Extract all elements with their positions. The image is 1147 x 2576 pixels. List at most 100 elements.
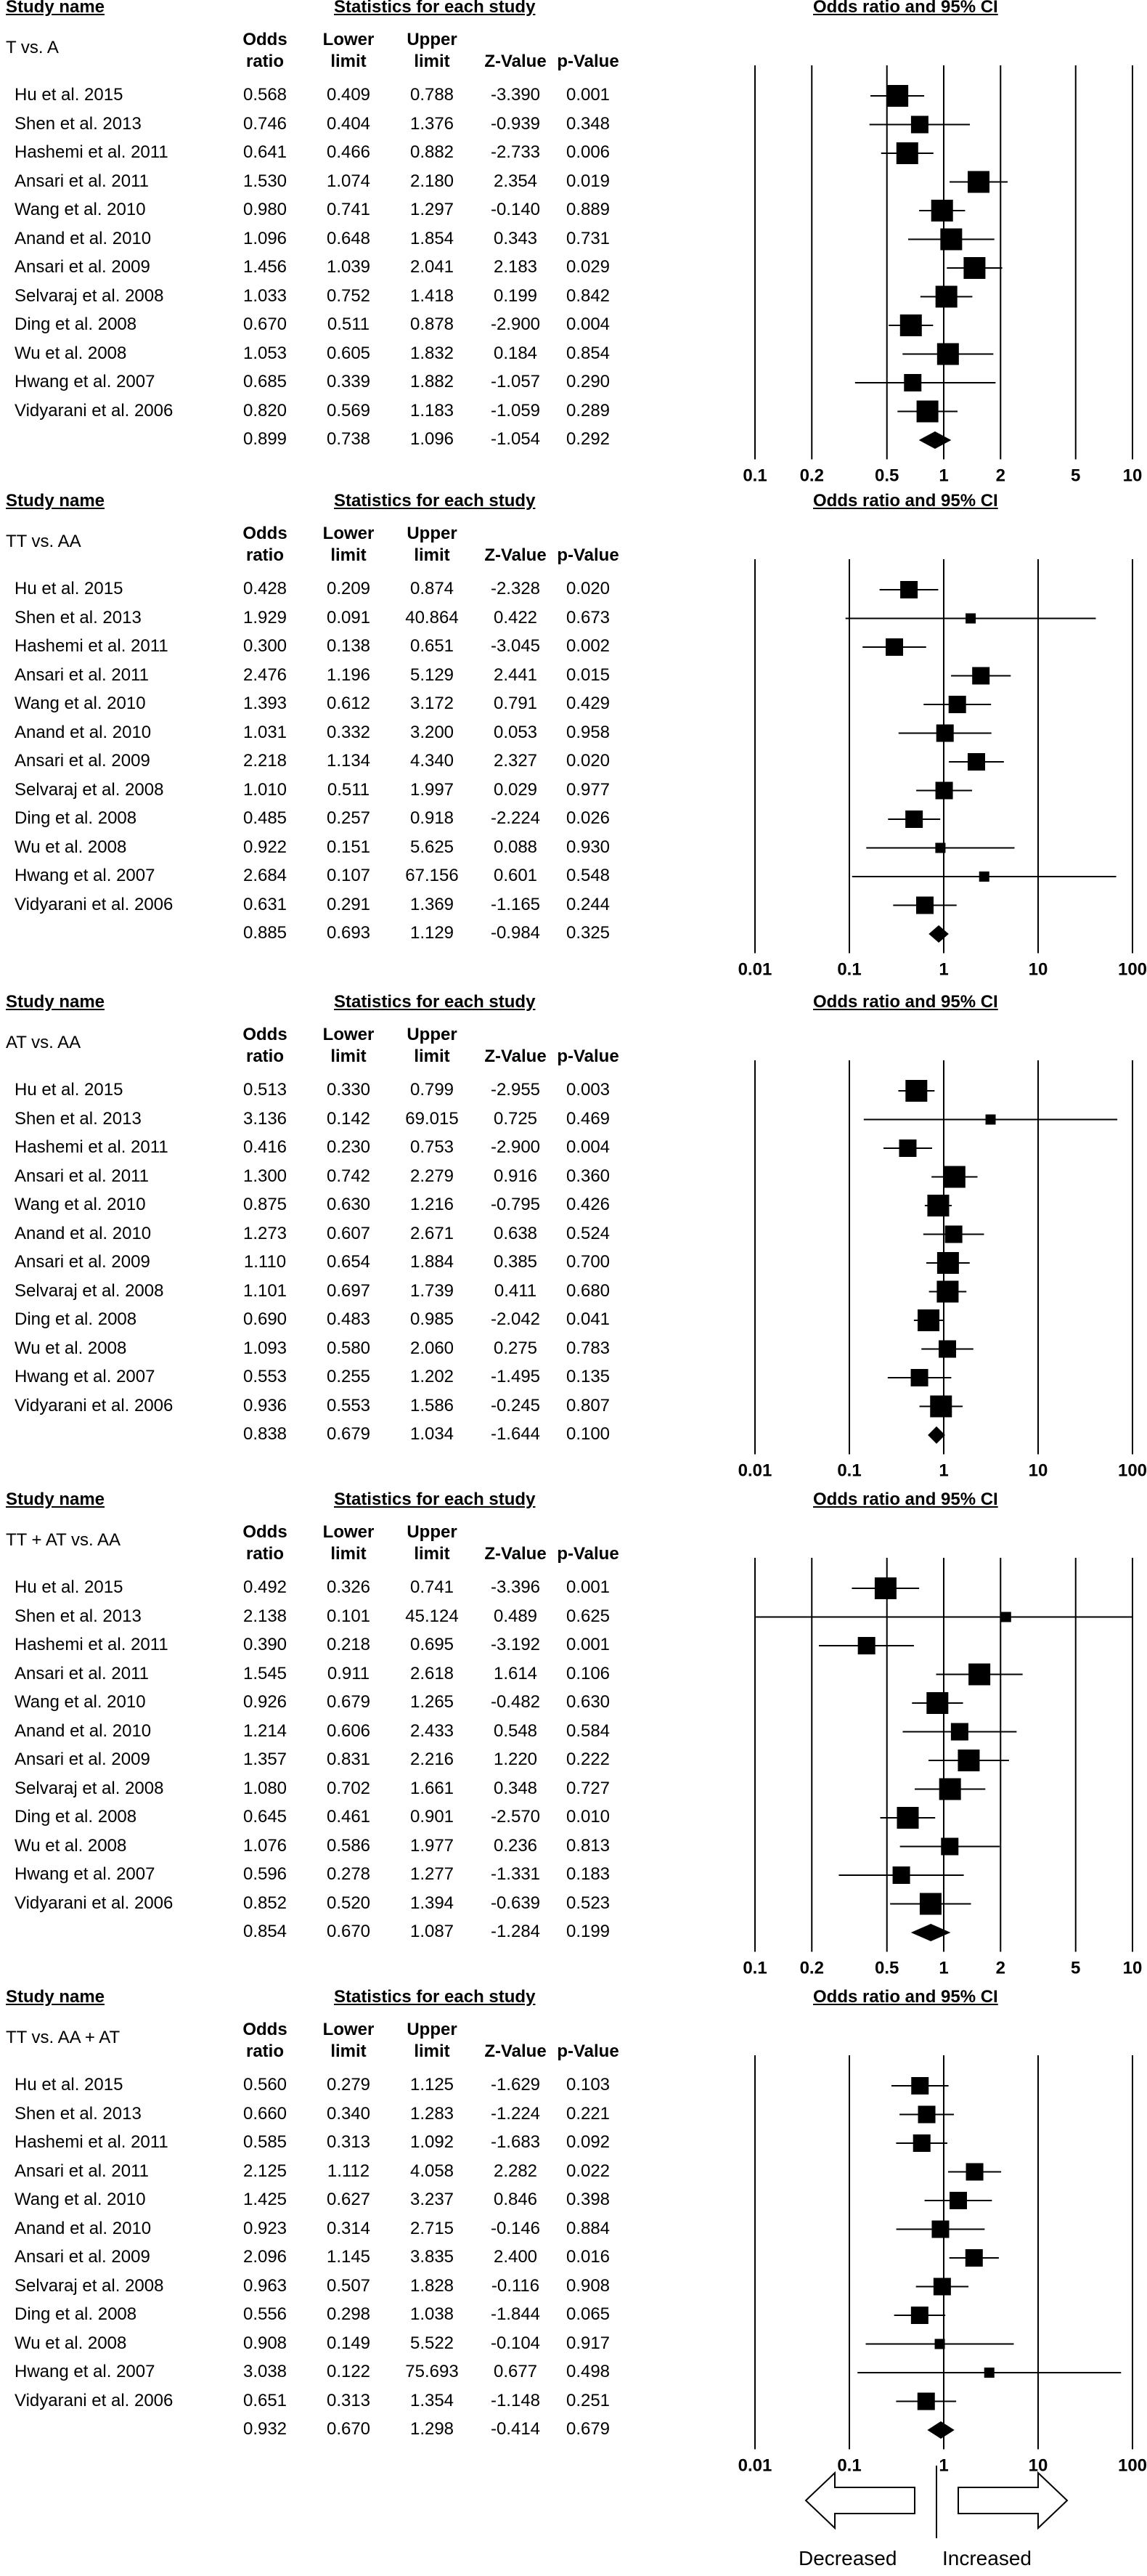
or-value: 1.076 (242, 1835, 287, 1856)
study-row: Ding et al. 2008 0.690 0.483 0.985 -2.042 0.0… (0, 1309, 726, 1336)
study-row: Wu et al. 2008 1.053 0.605 1.832 0.184 0.854 (0, 344, 726, 370)
stats-header: Statistics for each study (334, 1987, 536, 2007)
lo-value: 0.648 (326, 228, 371, 248)
p-value: 0.022 (566, 2161, 611, 2181)
or-value: 0.553 (242, 1367, 287, 1386)
p-value: 0.222 (566, 1750, 611, 1769)
tick-label: 0.5 (875, 466, 899, 486)
lo-value: 0.511 (327, 779, 370, 800)
lo-value: 0.507 (326, 2275, 371, 2296)
lo-value: 1.112 (327, 2161, 370, 2181)
forest-plot: 0.01 0.1 1 10 100 (738, 2055, 1147, 2476)
study-point (944, 1225, 963, 1243)
z-value: 2.183 (493, 257, 538, 277)
lo-value: 0.511 (327, 314, 370, 334)
study-point (933, 2278, 951, 2296)
hi-value: 1.354 (409, 2390, 454, 2410)
or-value: 0.660 (242, 2103, 287, 2124)
p-value: 0.679 (566, 2419, 611, 2439)
or-value: 0.854 (242, 1922, 287, 1941)
lo-value: 0.752 (326, 285, 371, 306)
lo-value: 0.693 (326, 923, 371, 943)
or-value: 1.545 (242, 1663, 287, 1683)
tick-label: 10 (1123, 466, 1143, 486)
study-row: Hashemi et al. 2011 0.641 0.466 0.882 -2.733… (0, 142, 726, 169)
forest-panel: Study name Statistics for each study Odds … (0, 491, 1147, 988)
study-point (896, 142, 918, 164)
odds-ratio-col-header: Odds ratio (242, 2020, 287, 2061)
hi-value: 4.058 (409, 2161, 454, 2181)
study-row: Ding et al. 2008 0.645 0.461 0.901 -2.570 0.0… (0, 1807, 726, 1834)
study-row: Wu et al. 2008 0.922 0.151 5.625 0.088 0.930 (0, 837, 726, 864)
study-row: Hwang et al. 2007 0.596 0.278 1.277 -1.331 0.… (0, 1864, 726, 1891)
hi-value: 2.715 (409, 2218, 454, 2238)
p-value: 0.498 (566, 2362, 611, 2381)
hi-value: 75.693 (405, 2362, 459, 2381)
study-name-header: Study name (6, 491, 105, 511)
study-point (936, 1280, 959, 1303)
upper-limit-col-header: Upper limit (407, 1522, 457, 1564)
or-value: 1.093 (242, 1338, 287, 1358)
lo-value: 0.151 (326, 837, 371, 857)
study-point (935, 285, 958, 308)
p-value: 0.426 (566, 1195, 611, 1214)
z-value: 0.088 (493, 837, 538, 857)
z-value: 0.422 (493, 607, 538, 627)
tick-label: 2 (996, 466, 1005, 486)
lo-value: 0.122 (326, 2362, 371, 2381)
upper-limit-col-header: Upper limit (407, 524, 457, 565)
odds-ratio-col-header: Odds ratio (242, 524, 287, 565)
study-point (910, 1369, 928, 1386)
study-name: Ansari et al. 2011 (15, 665, 150, 685)
study-name: Hwang et al. 2007 (15, 2362, 155, 2381)
tick-label: 0.1 (837, 1461, 861, 1481)
tick-label: 10 (1123, 1959, 1143, 1978)
study-point (874, 1577, 897, 1599)
p-value: 0.020 (566, 579, 611, 598)
direction-arrows (804, 2466, 1069, 2538)
study-row: Selvaraj et al. 2008 1.101 0.697 1.739 0.411… (0, 1281, 726, 1308)
study-name: Hashemi et al. 2011 (15, 636, 168, 656)
study-row: Selvaraj et al. 2008 1.010 0.511 1.997 0.029… (0, 780, 726, 807)
forest-panel: Study name Statistics for each study Odds … (0, 992, 1147, 1489)
tick-label: 0.01 (738, 2456, 772, 2476)
study-point (934, 2339, 945, 2349)
study-point (972, 667, 990, 685)
study-name: Ansari et al. 2009 (15, 751, 150, 771)
study-point (966, 613, 976, 624)
p-value-col-header: p-Value (557, 1047, 619, 1066)
p-value: 0.015 (566, 665, 611, 685)
increased-arrow-icon (958, 2471, 1069, 2530)
lo-value: 0.702 (326, 1778, 371, 1798)
plot-header: Odds ratio and 95% CI (813, 0, 998, 17)
p-value: 0.523 (566, 1893, 611, 1913)
or-value: 1.300 (242, 1166, 287, 1186)
upper-limit-col-header: Upper limit (407, 2020, 457, 2061)
study-point (966, 2163, 984, 2181)
p-value: 0.103 (566, 2075, 611, 2094)
hi-value: 2.216 (409, 1750, 454, 1769)
study-row: Ansari et al. 2009 2.218 1.134 4.340 2.327 0.… (0, 751, 726, 778)
p-value-col-header: p-Value (557, 1544, 619, 1564)
study-name: Hwang et al. 2007 (15, 866, 155, 885)
hi-value: 1.096 (409, 429, 454, 449)
study-point (900, 581, 918, 598)
tick-label: 1 (939, 2456, 948, 2476)
hi-value: 1.376 (409, 113, 454, 134)
hi-value: 2.671 (409, 1223, 454, 1243)
or-value: 0.875 (242, 1195, 287, 1214)
study-row: Anand et al. 2010 1.214 0.606 2.433 0.548 0.5… (0, 1721, 726, 1748)
forest-plot: 0.01 0.1 1 10 100 (738, 1060, 1147, 1481)
p-value: 0.325 (566, 923, 611, 943)
tick-label: 1 (939, 466, 948, 486)
or-value: 0.641 (242, 142, 287, 162)
z-value: -1.644 (490, 1424, 541, 1444)
lo-value: 0.697 (326, 1280, 371, 1301)
study-row: Wu et al. 2008 0.908 0.149 5.522 -0.104 0.917 (0, 2333, 726, 2360)
study-point (950, 1723, 968, 1741)
lower-limit-col-header: Lower limit (322, 524, 375, 565)
lo-value: 0.255 (326, 1367, 371, 1386)
tick-label: 100 (1118, 1461, 1147, 1481)
z-value: -2.900 (490, 1137, 541, 1157)
lo-value: 0.339 (326, 372, 371, 391)
